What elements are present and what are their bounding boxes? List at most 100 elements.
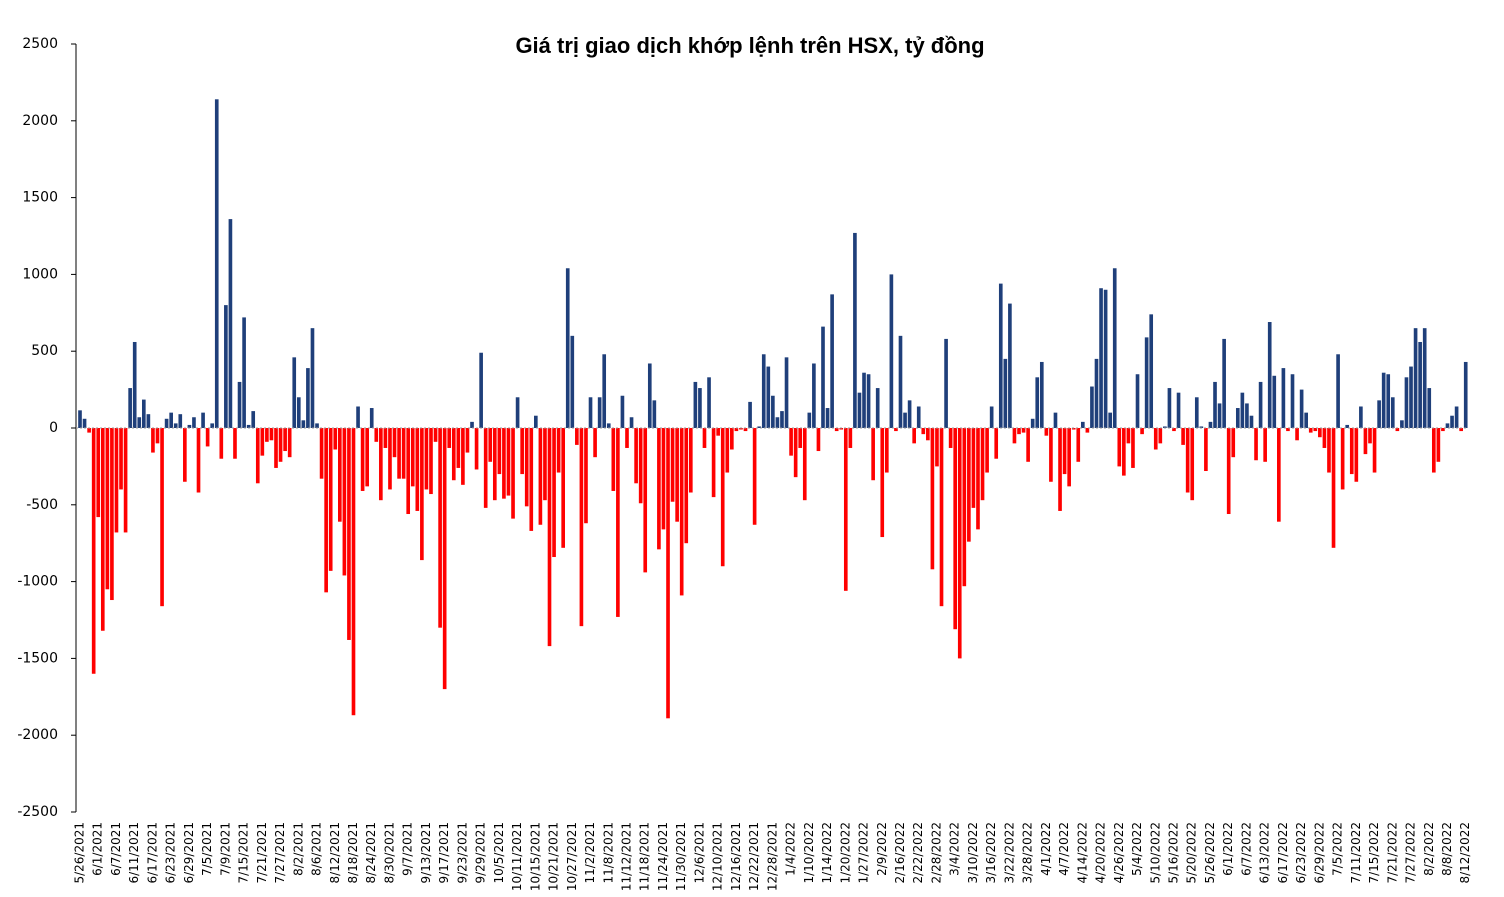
bar xyxy=(976,428,980,530)
x-tick-label: 11/2/2021 xyxy=(583,822,597,884)
bar xyxy=(479,352,483,428)
bar xyxy=(1122,428,1126,476)
bar xyxy=(556,428,561,473)
bar xyxy=(575,428,579,445)
bar xyxy=(1163,426,1167,428)
bar xyxy=(921,428,926,435)
y-tick-label: 1000 xyxy=(22,266,58,282)
bar xyxy=(1008,303,1012,428)
bar xyxy=(224,305,228,428)
bar xyxy=(834,428,839,432)
bar xyxy=(301,420,306,428)
x-tick-label: 5/4/2022 xyxy=(1130,822,1144,876)
bar xyxy=(178,414,183,428)
y-tick-label: 0 xyxy=(49,420,58,436)
x-tick-label: 6/23/2022 xyxy=(1294,822,1308,884)
x-tick-label: 4/1/2022 xyxy=(1039,822,1053,876)
bar xyxy=(1327,428,1331,473)
bar xyxy=(397,428,401,479)
bar xyxy=(401,428,406,479)
bar xyxy=(160,428,164,607)
x-tick-label: 4/14/2022 xyxy=(1075,822,1089,884)
bar xyxy=(379,428,383,501)
bar xyxy=(429,428,433,495)
bar xyxy=(1058,428,1062,511)
x-tick-label: 8/12/2021 xyxy=(328,822,342,884)
bar xyxy=(151,428,155,453)
bar xyxy=(1099,288,1103,428)
bar xyxy=(474,428,479,470)
bar xyxy=(948,428,953,448)
x-tick-label: 11/12/2021 xyxy=(619,822,633,891)
bar xyxy=(871,428,875,481)
x-tick-label: 6/23/2021 xyxy=(164,822,178,884)
x-tick-label: 5/20/2022 xyxy=(1185,822,1199,884)
bar xyxy=(515,397,520,428)
bar xyxy=(237,381,242,428)
bar xyxy=(233,428,237,459)
bar xyxy=(1049,428,1053,482)
bar xyxy=(251,411,256,428)
x-tick-label: 11/30/2021 xyxy=(674,822,688,891)
bar xyxy=(679,428,684,596)
bar xyxy=(1313,428,1318,432)
bar xyxy=(456,428,461,468)
bar xyxy=(78,410,82,428)
x-tick-label: 12/22/2021 xyxy=(747,822,761,891)
bar xyxy=(497,428,502,475)
y-tick-label: -2000 xyxy=(17,727,58,743)
bar xyxy=(597,397,602,428)
x-tick-label: 1/20/2022 xyxy=(838,822,852,884)
bar xyxy=(333,428,338,450)
bar xyxy=(1349,428,1354,475)
y-tick-label: 2000 xyxy=(22,113,58,129)
bar xyxy=(1254,428,1258,461)
bar xyxy=(875,388,880,428)
bar xyxy=(657,428,661,550)
bar xyxy=(606,423,611,428)
x-tick-label: 12/10/2021 xyxy=(711,822,725,891)
bar xyxy=(643,428,648,573)
bar xyxy=(1067,428,1071,487)
x-tick-label: 8/12/2022 xyxy=(1458,822,1472,884)
bar xyxy=(1413,328,1418,428)
bar xyxy=(520,428,524,475)
bar xyxy=(720,428,725,567)
bar xyxy=(1135,374,1140,428)
bar xyxy=(889,274,894,428)
x-tick-label: 6/1/2022 xyxy=(1221,822,1235,876)
x-tick-label: 7/9/2021 xyxy=(218,822,232,876)
bar xyxy=(424,428,429,490)
x-tick-label: 2/28/2022 xyxy=(929,822,943,884)
x-tick-label: 3/10/2022 xyxy=(966,822,980,884)
bar xyxy=(137,417,142,428)
bar xyxy=(1409,366,1413,428)
bar xyxy=(711,428,716,498)
bar xyxy=(1308,428,1313,433)
bar xyxy=(183,428,187,482)
bar xyxy=(1331,428,1336,548)
bar xyxy=(985,428,989,473)
bar xyxy=(625,428,629,448)
bar xyxy=(337,428,342,522)
bar xyxy=(725,428,730,473)
bar xyxy=(351,428,356,716)
bar xyxy=(1281,368,1286,428)
x-tick-label: 9/23/2021 xyxy=(455,822,469,884)
y-tick-label: -1500 xyxy=(17,650,58,666)
bar xyxy=(1277,428,1281,522)
bar xyxy=(616,428,620,617)
bar xyxy=(793,428,798,478)
bar xyxy=(524,428,529,507)
bar xyxy=(957,428,962,659)
bar xyxy=(1372,428,1377,473)
bar xyxy=(1071,428,1076,430)
bar xyxy=(205,428,210,447)
bar xyxy=(410,428,415,487)
bar xyxy=(415,428,420,511)
bar xyxy=(1322,428,1327,448)
x-tick-label: 2/9/2022 xyxy=(875,822,889,876)
bar xyxy=(96,428,101,518)
